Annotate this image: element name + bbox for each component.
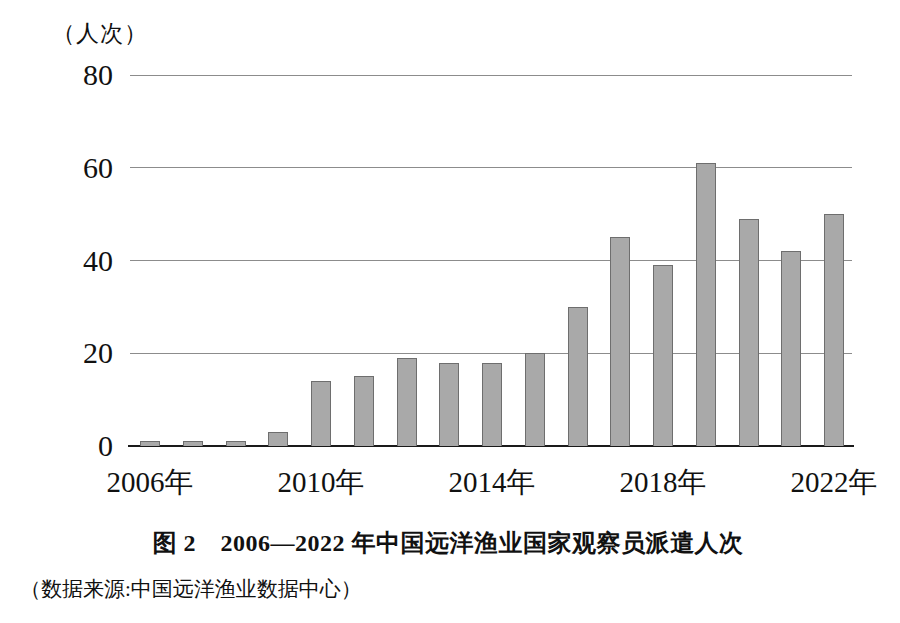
bar-2010 bbox=[311, 381, 331, 446]
gridline-80 bbox=[130, 75, 852, 76]
bar-2006 bbox=[140, 441, 160, 446]
bar-2013 bbox=[439, 363, 459, 446]
bar-2019 bbox=[696, 163, 716, 446]
y-tick-label-60: 60 bbox=[30, 153, 113, 183]
chart-title: 图 2 2006—2022 年中国远洋渔业国家观察员派遣人次 bbox=[0, 527, 896, 559]
y-tick-label-20: 20 bbox=[30, 338, 113, 368]
bar-2021 bbox=[781, 251, 801, 446]
bar-2007 bbox=[183, 441, 203, 446]
x-tick-label-2006: 2006年 bbox=[107, 466, 194, 498]
x-tick-label-2014: 2014年 bbox=[449, 466, 536, 498]
y-axis-unit-label: （人次） bbox=[52, 18, 148, 49]
bar-2022 bbox=[824, 214, 844, 446]
bar-2017 bbox=[610, 237, 630, 446]
bar-2018 bbox=[653, 265, 673, 446]
y-tick-label-0: 0 bbox=[30, 431, 113, 461]
chart-source-note: （数据来源:中国远洋渔业数据中心） bbox=[20, 575, 362, 603]
y-tick-label-80: 80 bbox=[30, 60, 113, 90]
bar-2008 bbox=[226, 441, 246, 446]
x-tick-label-2018: 2018年 bbox=[620, 466, 707, 498]
bar-2016 bbox=[568, 307, 588, 446]
bar-2011 bbox=[354, 376, 374, 446]
bar-2015 bbox=[525, 353, 545, 446]
bar-2014 bbox=[482, 363, 502, 446]
bar-2020 bbox=[739, 219, 759, 446]
y-tick-label-40: 40 bbox=[30, 246, 113, 276]
bar-2009 bbox=[268, 432, 288, 446]
gridline-60 bbox=[130, 167, 852, 168]
figure-chart: （人次） 图 2 2006—2022 年中国远洋渔业国家观察员派遣人次 （数据来… bbox=[0, 0, 900, 623]
x-tick-label-2010: 2010年 bbox=[278, 466, 365, 498]
bar-2012 bbox=[397, 358, 417, 446]
x-tick-label-2022: 2022年 bbox=[791, 466, 878, 498]
plot-area bbox=[130, 75, 852, 446]
